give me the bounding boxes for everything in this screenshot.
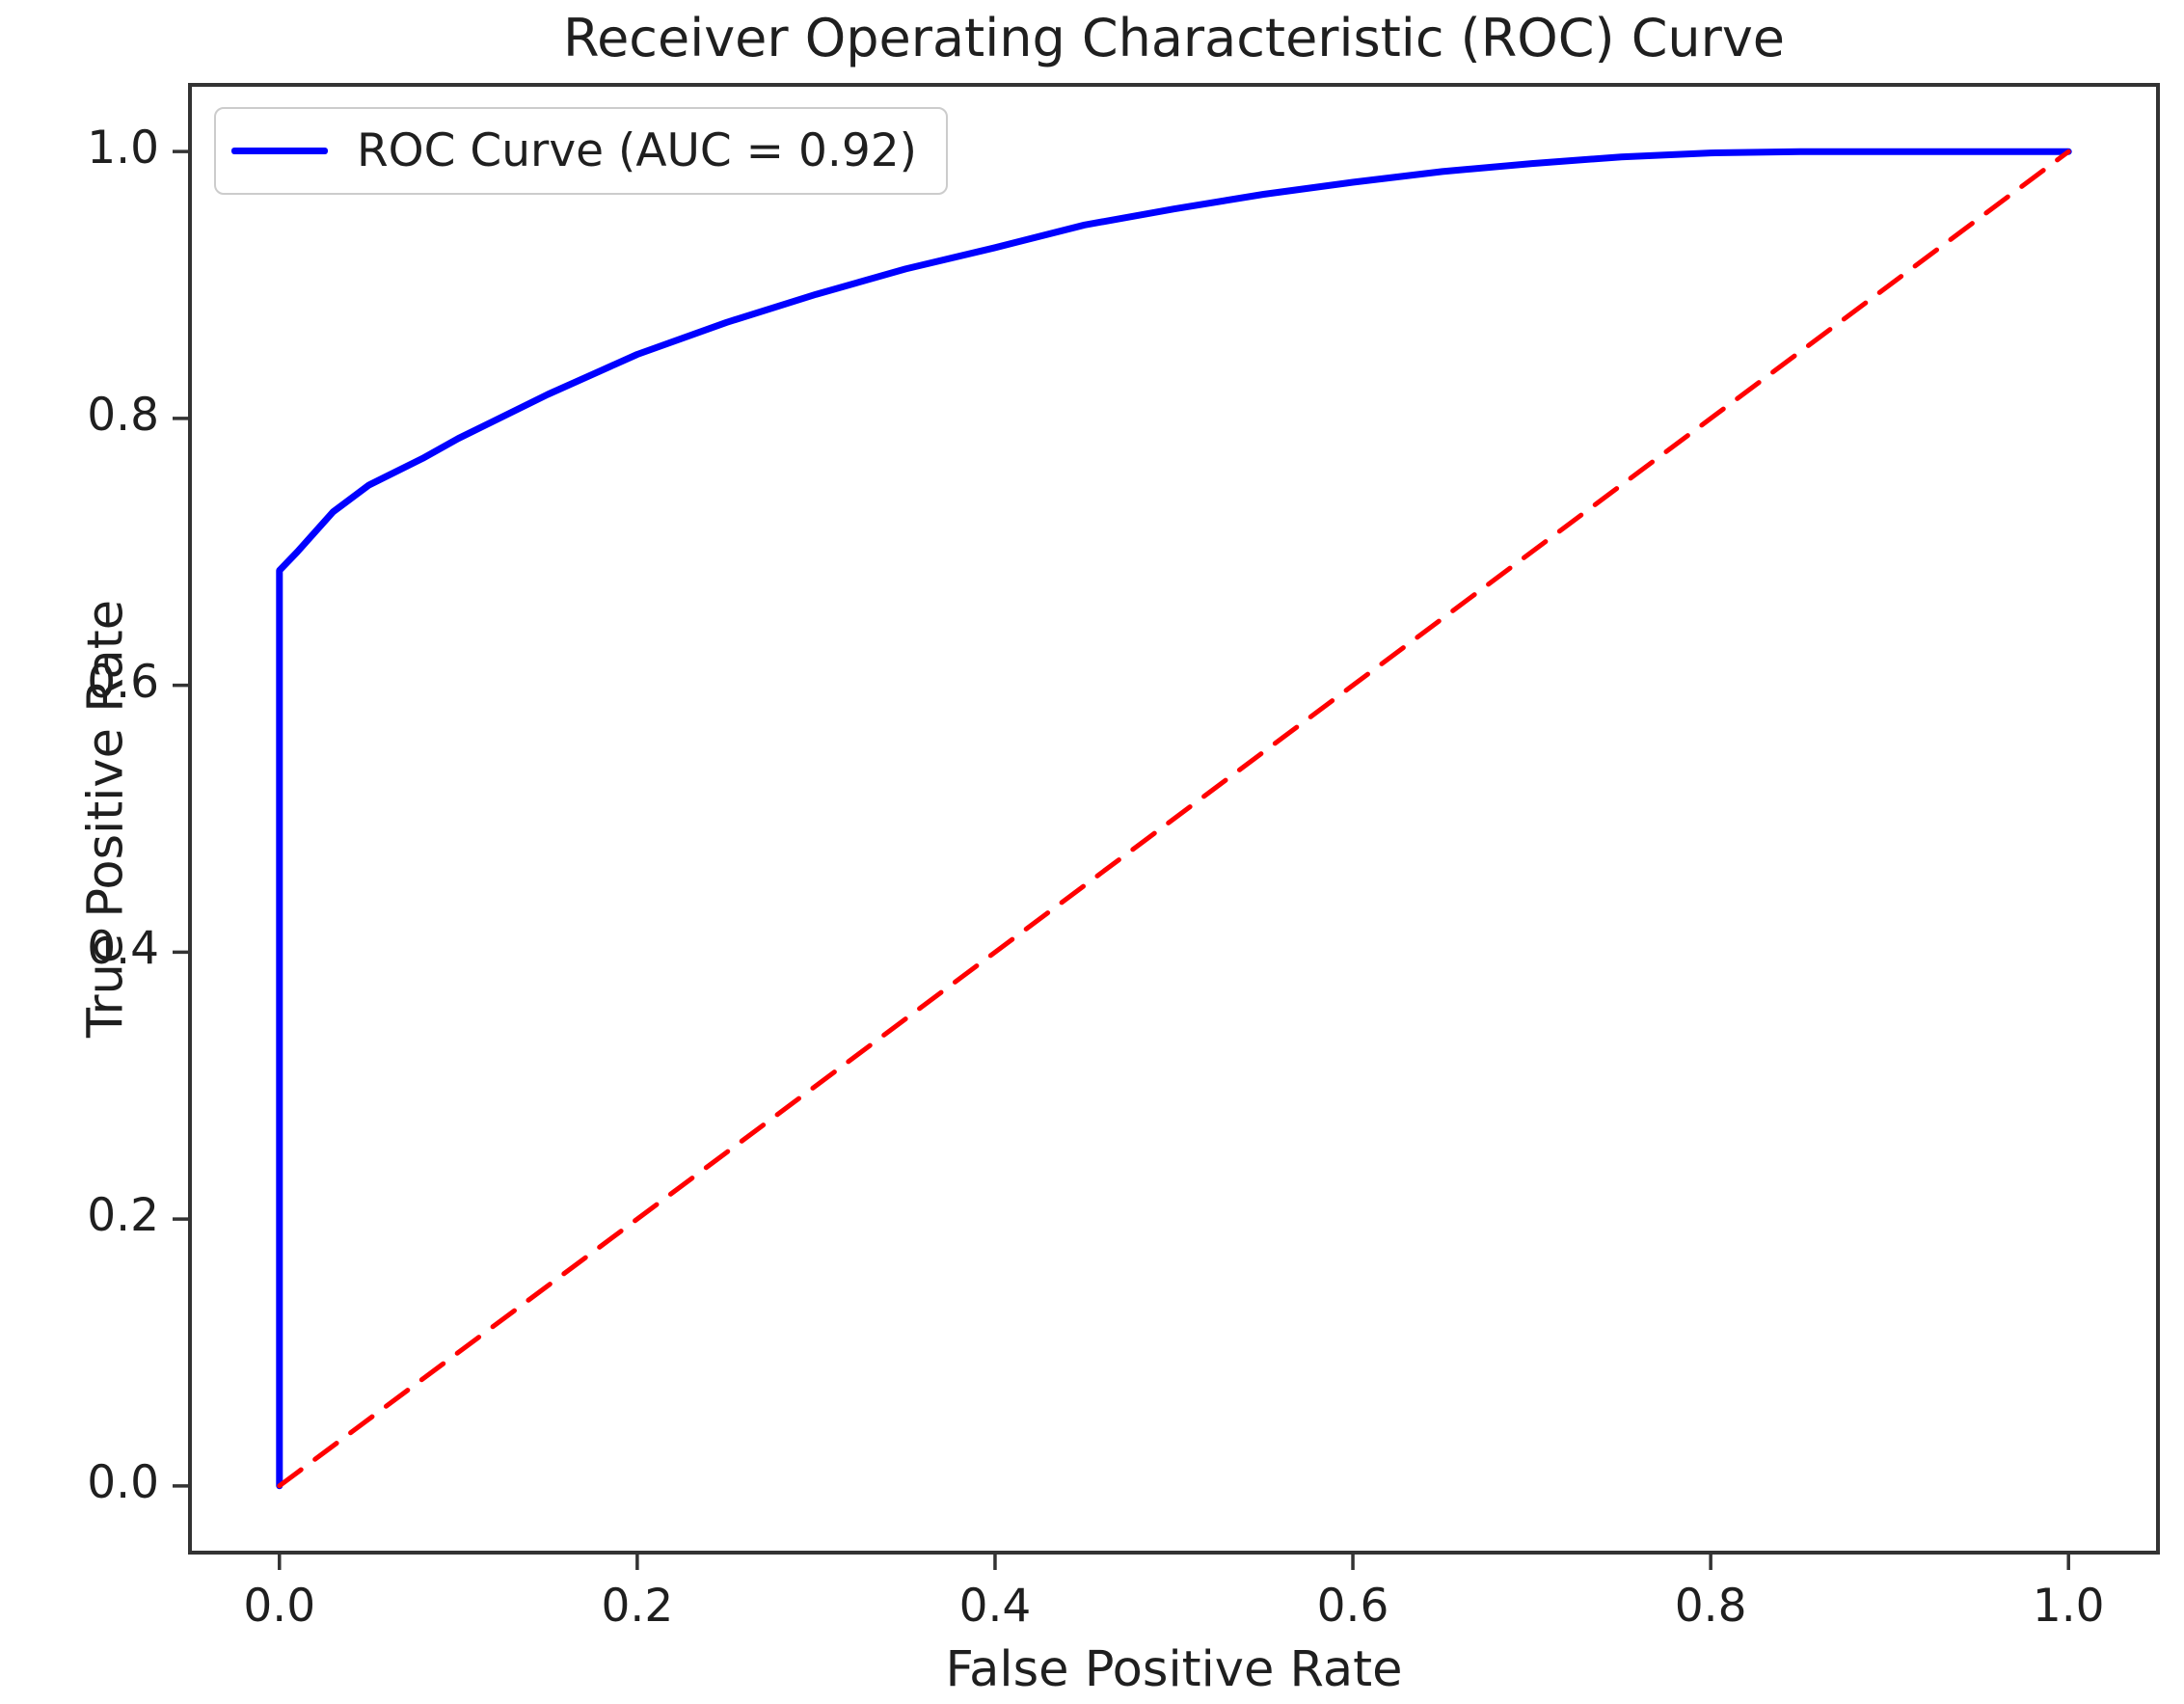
x-axis-label: False Positive Rate: [945, 1641, 1403, 1698]
x-tick-label: 0.2: [601, 1580, 674, 1633]
x-tick-label: 1.0: [2032, 1580, 2105, 1633]
x-tick-label: 0.8: [1674, 1580, 1747, 1633]
y-tick-label: 1.0: [87, 122, 159, 176]
legend-box: ROC Curve (AUC = 0.92): [214, 107, 948, 195]
legend-label: ROC Curve (AUC = 0.92): [357, 124, 917, 177]
y-tick-label: 0.6: [87, 655, 159, 709]
x-tick-label: 0.6: [1316, 1580, 1389, 1633]
chance-diagonal-line: [277, 149, 2071, 1489]
y-tick-label: 0.8: [87, 388, 159, 442]
x-tick-label: 0.0: [243, 1580, 316, 1633]
y-tick-label: 0.0: [87, 1455, 159, 1509]
plot-border: [188, 83, 2160, 1555]
y-tick-label: 0.2: [87, 1189, 159, 1243]
y-tick-label: 0.4: [87, 922, 159, 976]
chart-title: Receiver Operating Characteristic (ROC) …: [562, 8, 1786, 68]
legend-line-swatch: [231, 148, 328, 154]
roc-curve-line: [276, 148, 2072, 1490]
x-tick-label: 0.4: [958, 1580, 1032, 1633]
